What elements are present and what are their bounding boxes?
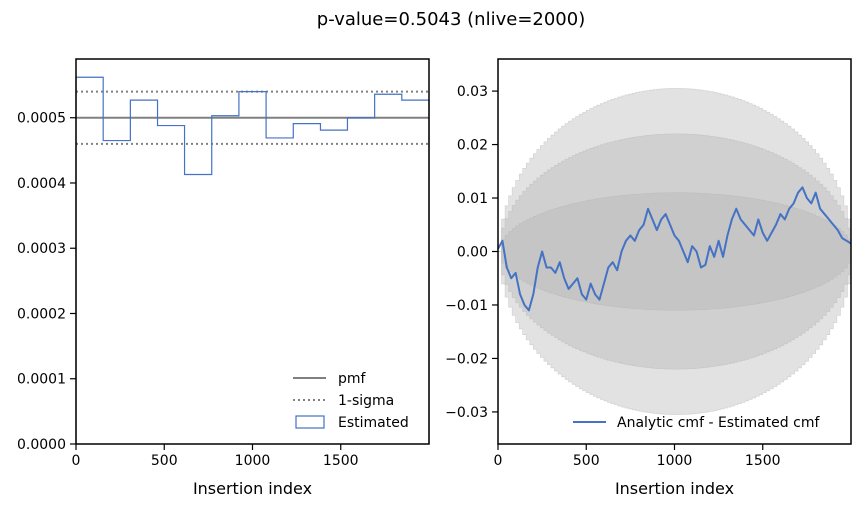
- right-ytick-label: −0.03: [445, 405, 488, 421]
- left-ytick-label: 0.0004: [17, 176, 66, 192]
- right-panel: 0 500 1000 1500 −0.03 −0.02 −0.01 0.00 0.01 0.02 0…: [445, 58, 852, 469]
- left-xlabel: Insertion index: [193, 479, 312, 498]
- left-legend: pmf 1-sigma Estimated: [293, 371, 409, 431]
- right-ytick-label: −0.01: [445, 298, 488, 314]
- right-xtick-label: 1000: [657, 453, 693, 469]
- right-ytick-label: 0.00: [457, 245, 488, 261]
- figure-title: p-value=0.5043 (nlive=2000): [317, 9, 585, 30]
- left-xtick-label: 500: [151, 453, 178, 469]
- left-panel: 0 500 1000 1500 0.0000 0.0001 0.0002 0.0003 0.00…: [17, 58, 430, 469]
- cmf-difference-line: [497, 186, 852, 312]
- right-legend: Analytic cmf - Estimated cmf: [573, 415, 820, 431]
- left-ytick-label: 0.0001: [17, 372, 66, 388]
- right-xtick-label: 500: [573, 453, 600, 469]
- left-xtick-label: 1500: [323, 453, 359, 469]
- legend-pmf-label: pmf: [338, 371, 367, 387]
- left-xtick-label: 1000: [235, 453, 271, 469]
- left-xtick-label: 0: [72, 453, 81, 469]
- left-ytick-label: 0.0000: [17, 437, 66, 453]
- left-ytick-label: 0.0005: [17, 111, 66, 127]
- right-ytick-label: 0.01: [457, 191, 488, 207]
- right-ytick-label: 0.02: [457, 138, 488, 154]
- left-ytick-label: 0.0003: [17, 241, 66, 257]
- right-xlabel: Insertion index: [615, 479, 734, 498]
- legend-sigma-label: 1-sigma: [338, 393, 394, 409]
- left-ytick-label: 0.0002: [17, 306, 66, 322]
- right-xtick-label: 0: [494, 453, 503, 469]
- right-ytick-label: 0.03: [457, 84, 488, 100]
- right-ytick-label: −0.02: [445, 351, 488, 367]
- estimated-histogram: [75, 76, 430, 444]
- legend-estimated-label: Estimated: [338, 415, 409, 431]
- legend-cmf-label: Analytic cmf - Estimated cmf: [617, 415, 820, 431]
- legend-estimated-swatch: [295, 415, 325, 429]
- sigma-band-1: [498, 192, 852, 311]
- right-xtick-label: 1500: [745, 453, 781, 469]
